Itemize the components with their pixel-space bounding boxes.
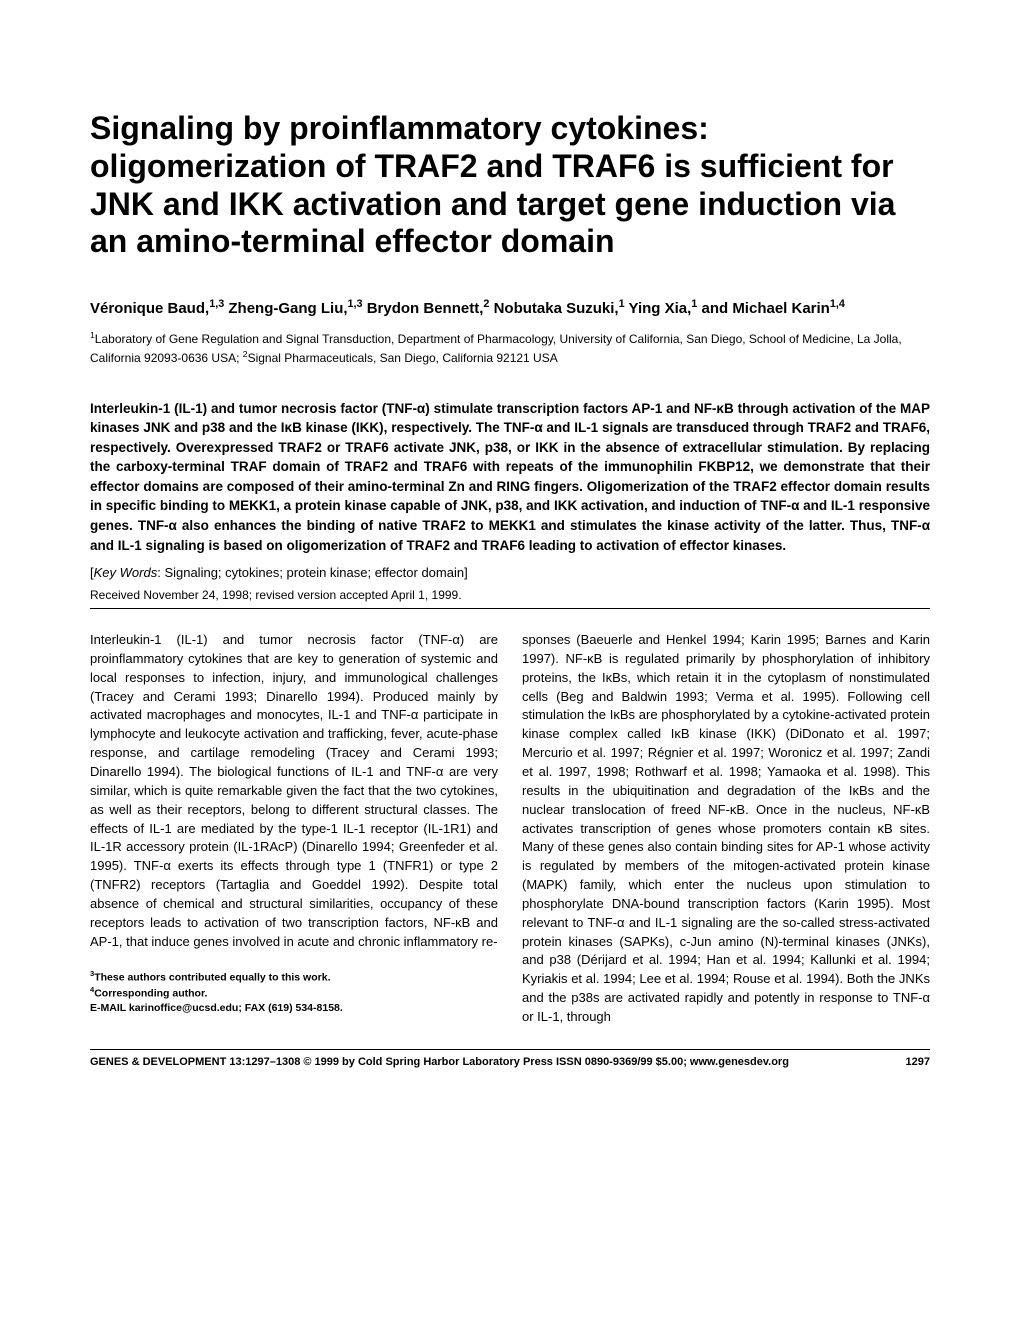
footnote-1: 3These authors contributed equally to th…: [90, 969, 498, 985]
abstract: Interleukin-1 (IL-1) and tumor necrosis …: [90, 399, 930, 556]
column-left: Interleukin-1 (IL-1) and tumor necrosis …: [90, 631, 498, 1027]
paper-page: Signaling by proinflammatory cytokines: …: [0, 0, 1020, 1118]
page-footer: GENES & DEVELOPMENT 13:1297–1308 © 1999 …: [90, 1056, 930, 1068]
body-col1-text: Interleukin-1 (IL-1) and tumor necrosis …: [90, 632, 498, 949]
keywords-label: Key Words: [94, 565, 158, 580]
column-right: sponses (Baeuerle and Henkel 1994; Karin…: [522, 631, 930, 1027]
received-line: Received November 24, 1998; revised vers…: [90, 588, 930, 602]
divider: [90, 608, 930, 609]
body-columns: Interleukin-1 (IL-1) and tumor necrosis …: [90, 631, 930, 1027]
footer-left: GENES & DEVELOPMENT 13:1297–1308 © 1999 …: [90, 1056, 789, 1068]
footnote-3: E-MAIL karinoffice@ucsd.edu; FAX (619) 5…: [90, 1001, 498, 1015]
footer-divider: [90, 1049, 930, 1050]
footnote-2: 4Corresponding author.: [90, 985, 498, 1001]
affiliations: 1Laboratory of Gene Regulation and Signa…: [90, 329, 930, 367]
keywords-text: Signaling; cytokines; protein kinase; ef…: [164, 565, 464, 580]
footer-right: 1297: [906, 1056, 930, 1068]
paper-title: Signaling by proinflammatory cytokines: …: [90, 110, 930, 261]
keywords: [Key Words: Signaling; cytokines; protei…: [90, 565, 930, 580]
footnotes: 3These authors contributed equally to th…: [90, 969, 498, 1015]
authors: Véronique Baud,1,3 Zheng-Gang Liu,1,3 Br…: [90, 297, 930, 319]
